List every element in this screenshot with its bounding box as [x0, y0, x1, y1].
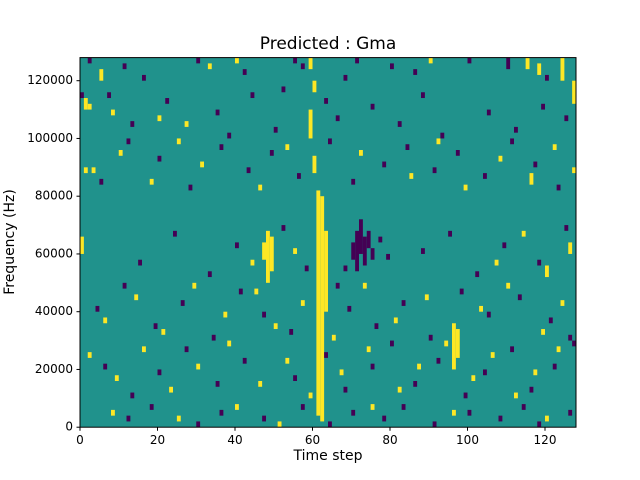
- axes-spines: [79, 57, 577, 428]
- y-tick-label: 120000: [27, 73, 73, 87]
- heatmap-cells-low: [80, 57, 577, 428]
- heatmap-cells-high: [80, 57, 577, 428]
- y-tick-label: 20000: [35, 362, 73, 376]
- chart-title: Predicted : Gma: [259, 34, 397, 54]
- y-axis-label: Frequency (Hz): [2, 189, 18, 295]
- y-tick-label: 100000: [27, 131, 73, 145]
- x-tick-label: 60: [305, 433, 320, 447]
- y-tick-label: 80000: [35, 189, 73, 203]
- x-tick-label: 100: [456, 433, 479, 447]
- x-tick-label: 40: [227, 433, 242, 447]
- x-tick-label: 120: [534, 433, 557, 447]
- x-axis-ticks: 0 20 40 60 80 100 120: [76, 427, 556, 447]
- x-tick-label: 20: [150, 433, 165, 447]
- y-tick-label: 40000: [35, 304, 73, 318]
- x-tick-label: 0: [76, 433, 84, 447]
- y-tick-label: 60000: [35, 246, 73, 260]
- x-axis-label: Time step: [293, 448, 363, 464]
- x-tick-label: 80: [382, 433, 397, 447]
- y-axis-ticks: 0 20000 40000 60000 80000 100000 120000: [27, 73, 80, 434]
- y-tick-label: 0: [65, 420, 73, 434]
